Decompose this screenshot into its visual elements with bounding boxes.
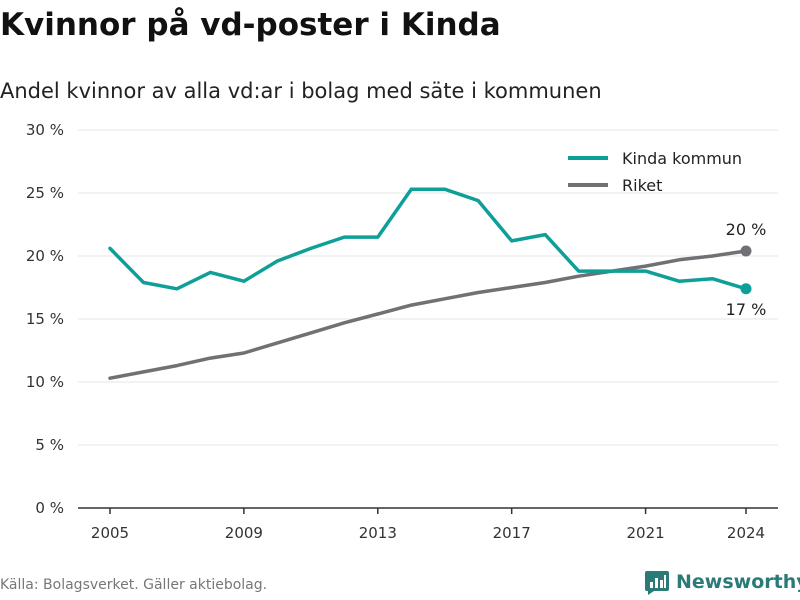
end-point-kinda-kommun (740, 283, 752, 295)
newsworthy-logo-icon (645, 571, 669, 595)
end-label-kinda-kommun: 17 % (726, 300, 767, 319)
y-tick-label: 20 % (26, 247, 64, 265)
y-tick-label: 0 % (35, 499, 64, 517)
series-line-riket (108, 249, 748, 380)
axes: 0 % 5 % 10 % 15 % 20 % 25 % 30 % 2005 2009 2013 20… (26, 121, 778, 542)
x-tick-label: 2021 (626, 524, 664, 542)
legend-label-kinda-kommun: Kinda kommun (622, 149, 742, 168)
chart-title: Kvinnor på vd-poster i Kinda (0, 7, 501, 43)
end-label-riket: 20 % (726, 220, 767, 239)
source-note: Källa: Bolagsverket. Gäller aktiebolag. (0, 577, 268, 593)
x-tick-label: 2005 (91, 524, 129, 542)
newsworthy-brand: Newsworthy (644, 569, 800, 595)
x-tick-label: 2013 (359, 524, 397, 542)
x-tick-label: 2017 (493, 524, 531, 542)
x-tick-label: 2009 (225, 524, 263, 542)
series-line-kinda-kommun (108, 187, 748, 291)
y-tick-label: 25 % (26, 184, 64, 202)
y-tick-label: 30 % (26, 121, 64, 139)
y-tick-label: 10 % (26, 373, 64, 391)
end-point-riket (740, 245, 752, 257)
series-lines: 17 % 20 % (108, 187, 767, 380)
y-tick-label: 15 % (26, 310, 64, 328)
legend: Kinda kommun Riket (568, 149, 742, 195)
y-tick-label: 5 % (35, 436, 64, 454)
grid-lines (78, 129, 778, 446)
x-tick-label: 2024 (727, 524, 765, 542)
legend-label-riket: Riket (622, 176, 662, 195)
chart-subtitle: Andel kvinnor av alla vd:ar i bolag med … (0, 79, 602, 103)
brand-name: Newsworthy (676, 571, 800, 593)
